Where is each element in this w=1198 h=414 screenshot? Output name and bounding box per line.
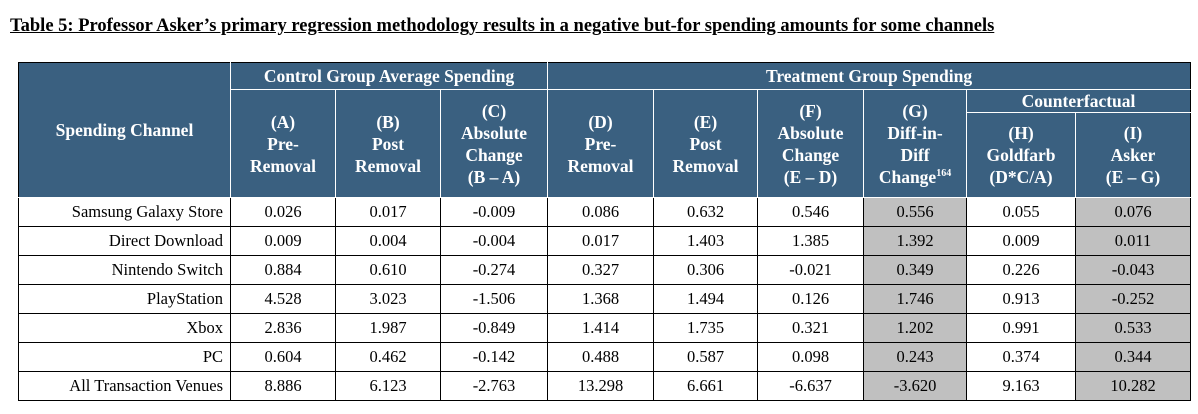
header-col-i: (I) Asker (E – G) (1075, 112, 1192, 198)
value-cell-i: 0.533 (1075, 313, 1192, 343)
table-row: All Transaction Venues 8.886 6.123 -2.76… (18, 371, 1192, 401)
value-cell-i: 10.282 (1075, 371, 1192, 401)
value-cell-g: 0.556 (863, 197, 968, 227)
value-cell-a: 0.009 (230, 226, 336, 256)
header-col-g-label: (G) Diff-in- Diff Change (878, 100, 943, 187)
table-row: Direct Download 0.009 0.004 -0.004 0.017… (18, 226, 1192, 256)
value-cell-c: -0.274 (439, 255, 549, 285)
table-row: Nintendo Switch 0.884 0.610 -0.274 0.327… (18, 255, 1192, 285)
value-cell-h: 0.055 (966, 197, 1077, 227)
channel-cell: PC (18, 342, 231, 372)
value-cell-d: 1.414 (547, 313, 655, 343)
value-cell-a: 0.884 (230, 255, 336, 285)
value-cell-g: 0.243 (863, 342, 968, 372)
table-row: Samsung Galaxy Store 0.026 0.017 -0.009 … (18, 197, 1192, 227)
channel-cell: PlayStation (18, 284, 231, 314)
value-cell-b: 0.004 (335, 226, 441, 256)
value-cell-i: -0.252 (1075, 284, 1192, 314)
value-cell-d: 13.298 (547, 371, 655, 401)
value-cell-e: 0.587 (653, 342, 759, 372)
value-cell-d: 0.017 (547, 226, 655, 256)
value-cell-c: -2.763 (439, 371, 549, 401)
value-cell-g: 1.202 (863, 313, 968, 343)
value-cell-h: 0.374 (966, 342, 1077, 372)
value-cell-b: 0.462 (335, 342, 441, 372)
value-cell-e: 0.306 (653, 255, 759, 285)
value-cell-f: 0.098 (757, 342, 865, 372)
value-cell-e: 6.661 (653, 371, 759, 401)
value-cell-d: 0.086 (547, 197, 655, 227)
channel-cell: Nintendo Switch (18, 255, 231, 285)
header-col-a: (A) Pre- Removal (230, 89, 336, 198)
header-col-f: (F) Absolute Change (E – D) (757, 89, 865, 198)
value-cell-d: 0.488 (547, 342, 655, 372)
footnote-marker: 164 (936, 167, 952, 179)
value-cell-f: 0.126 (757, 284, 865, 314)
value-cell-a: 4.528 (230, 284, 336, 314)
table-row: Xbox 2.836 1.987 -0.849 1.414 1.735 0.32… (18, 313, 1192, 343)
value-cell-c: -0.142 (439, 342, 549, 372)
value-cell-g: -3.620 (863, 371, 968, 401)
header-col-b: (B) Post Removal (335, 89, 441, 198)
value-cell-f: -0.021 (757, 255, 865, 285)
channel-cell: Samsung Galaxy Store (18, 197, 231, 227)
value-cell-h: 0.009 (966, 226, 1077, 256)
value-cell-e: 1.735 (653, 313, 759, 343)
value-cell-f: -6.637 (757, 371, 865, 401)
channel-cell: Xbox (18, 313, 231, 343)
table-row: PC 0.604 0.462 -0.142 0.488 0.587 0.098 … (18, 342, 1192, 372)
value-cell-f: 0.321 (757, 313, 865, 343)
header-control-group: Control Group Average Spending (229, 62, 549, 90)
value-cell-g: 1.392 (863, 226, 968, 256)
value-cell-e: 1.403 (653, 226, 759, 256)
header-col-e: (E) Post Removal (653, 89, 759, 198)
value-cell-h: 0.913 (966, 284, 1077, 314)
value-cell-i: -0.043 (1075, 255, 1192, 285)
header-spending-channel: Spending Channel (18, 62, 231, 198)
header-col-d: (D) Pre- Removal (547, 89, 655, 198)
value-cell-d: 0.327 (547, 255, 655, 285)
value-cell-g: 0.349 (863, 255, 968, 285)
value-cell-a: 8.886 (230, 371, 336, 401)
header-treatment-group: Treatment Group Spending (547, 62, 1192, 90)
value-cell-c: -1.506 (439, 284, 549, 314)
value-cell-a: 2.836 (230, 313, 336, 343)
table-row: PlayStation 4.528 3.023 -1.506 1.368 1.4… (18, 284, 1192, 314)
value-cell-a: 0.604 (230, 342, 336, 372)
value-cell-e: 0.632 (653, 197, 759, 227)
value-cell-c: -0.849 (439, 313, 549, 343)
value-cell-b: 6.123 (335, 371, 441, 401)
header-col-c: (C) Absolute Change (B – A) (439, 89, 549, 198)
header-counterfactual: Counterfactual (966, 89, 1192, 113)
value-cell-b: 1.987 (335, 313, 441, 343)
value-cell-i: 0.011 (1075, 226, 1192, 256)
value-cell-g: 1.746 (863, 284, 968, 314)
value-cell-i: 0.076 (1075, 197, 1192, 227)
value-cell-h: 9.163 (966, 371, 1077, 401)
header-row-groups: Spending Channel Control Group Average S… (18, 62, 1192, 198)
value-cell-b: 0.017 (335, 197, 441, 227)
results-table: Spending Channel Control Group Average S… (18, 62, 1192, 401)
value-cell-a: 0.026 (230, 197, 336, 227)
value-cell-e: 1.494 (653, 284, 759, 314)
value-cell-h: 0.991 (966, 313, 1077, 343)
value-cell-i: 0.344 (1075, 342, 1192, 372)
header-col-g: (G) Diff-in- Diff Change164 (863, 89, 968, 198)
value-cell-f: 0.546 (757, 197, 865, 227)
table-caption: Table 5: Professor Asker’s primary regre… (10, 16, 995, 36)
value-cell-b: 3.023 (335, 284, 441, 314)
channel-cell: All Transaction Venues (18, 371, 231, 401)
value-cell-h: 0.226 (966, 255, 1077, 285)
value-cell-c: -0.004 (439, 226, 549, 256)
header-row-sub: (A) Pre- Removal (B) Post Removal (C) Ab… (19, 89, 1192, 198)
value-cell-c: -0.009 (439, 197, 549, 227)
value-cell-f: 1.385 (757, 226, 865, 256)
channel-cell: Direct Download (18, 226, 231, 256)
value-cell-b: 0.610 (335, 255, 441, 285)
value-cell-d: 1.368 (547, 284, 655, 314)
header-col-h: (H) Goldfarb (D*C/A) (966, 112, 1077, 198)
